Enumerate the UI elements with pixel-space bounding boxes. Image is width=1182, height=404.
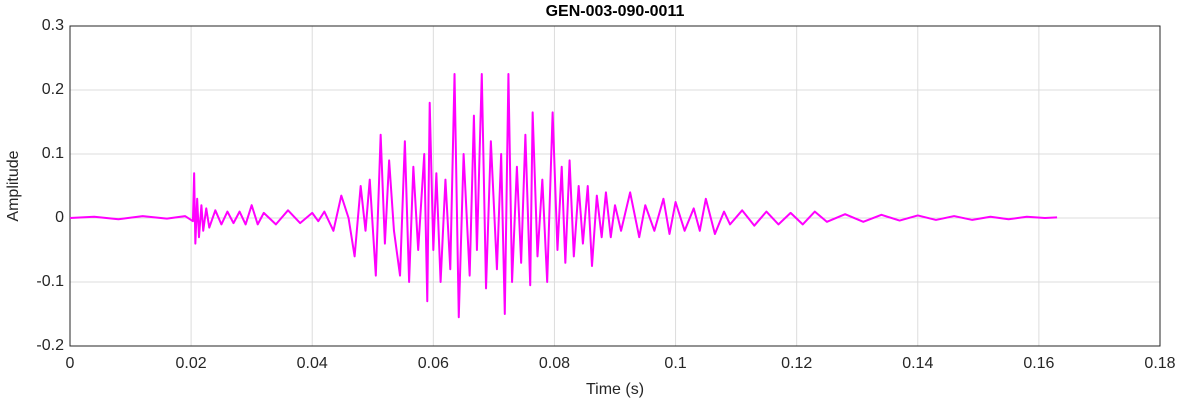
y-tick-label: 0.3 <box>42 17 64 34</box>
y-axis-label: Amplitude <box>5 150 22 221</box>
chart-title: GEN-003-090-0011 <box>546 3 685 20</box>
y-tick-label: 0.2 <box>42 81 64 98</box>
x-tick-label: 0.14 <box>902 355 933 372</box>
y-tick-label: 0 <box>55 209 64 226</box>
plot-frame <box>69 25 1161 347</box>
y-tick-label: -0.2 <box>36 337 64 354</box>
waveform-line <box>69 73 1058 319</box>
x-tick-label: 0.1 <box>664 355 686 372</box>
x-tick-label: 0 <box>66 355 75 372</box>
x-tick-label: 0.06 <box>418 355 449 372</box>
y-tick-label: -0.1 <box>36 273 64 290</box>
y-tick-label: 0.1 <box>42 145 64 162</box>
x-tick-label: 0.08 <box>539 355 570 372</box>
x-tick-label: 0.16 <box>1023 355 1054 372</box>
x-tick-label: 0.12 <box>781 355 812 372</box>
x-axis-label: Time (s) <box>586 381 644 398</box>
x-tick-label: 0.18 <box>1144 355 1175 372</box>
x-tick-label: 0.04 <box>297 355 328 372</box>
x-tick-label: 0.02 <box>176 355 207 372</box>
